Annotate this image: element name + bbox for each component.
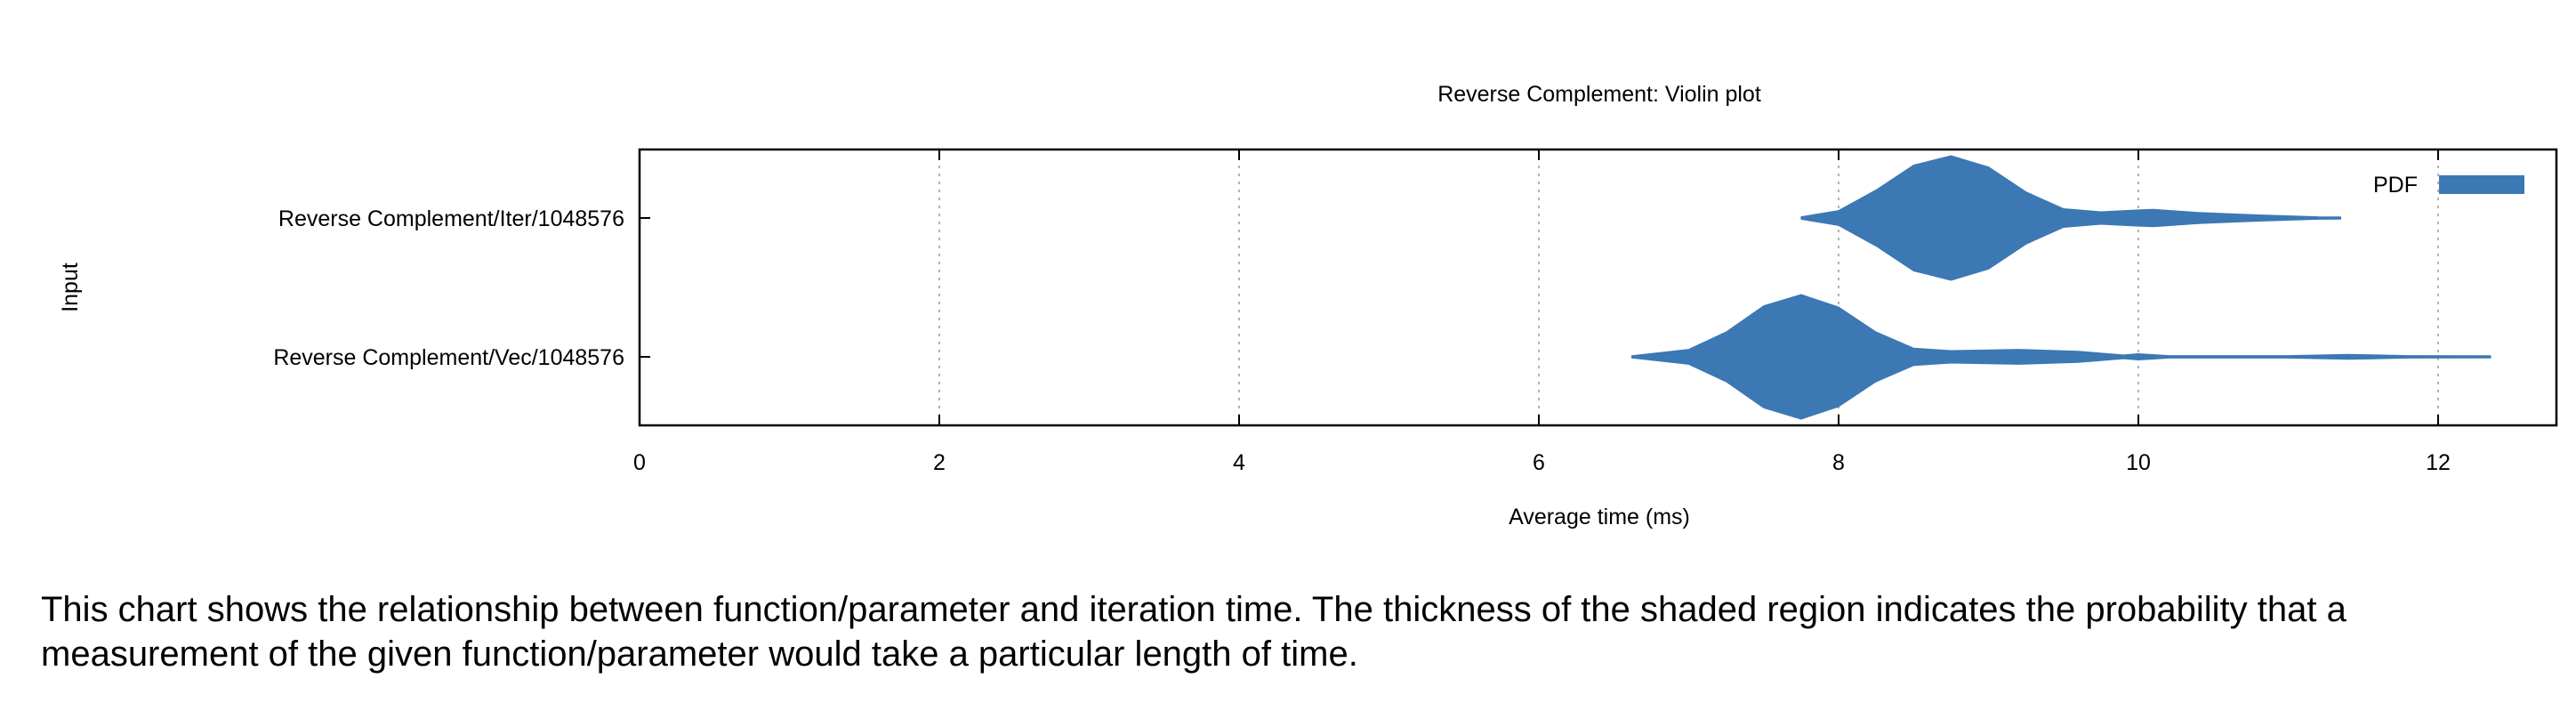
gridlines xyxy=(938,149,2439,425)
legend-label: PDF xyxy=(2373,173,2418,198)
x-axis-label: Average time (ms) xyxy=(1509,505,1690,529)
violins xyxy=(1631,155,2491,420)
y-axis-label: Input xyxy=(58,263,83,312)
axes: 0 2 4 6 8 10 12 Reverse Complement/Iter/1048576… xyxy=(273,149,2451,475)
violin-shape xyxy=(1800,155,2341,281)
x-tick-label: 10 xyxy=(2126,450,2151,475)
legend-swatch xyxy=(2439,175,2524,194)
chart-title: Reverse Complement: Violin plot xyxy=(1437,82,1761,107)
plot-frame xyxy=(638,148,2558,427)
x-tick-label: 12 xyxy=(2426,450,2451,475)
x-tick-label: 0 xyxy=(633,450,646,475)
legend: PDF xyxy=(2373,173,2524,198)
chart-caption: This chart shows the relationship betwee… xyxy=(41,590,2347,674)
y-category-label: Reverse Complement/Vec/1048576 xyxy=(273,345,624,370)
chart-svg: 0 2 4 6 8 10 12 Reverse Complement/Iter/1048576… xyxy=(58,82,2558,529)
x-tick-label: 4 xyxy=(1233,450,1245,475)
violin-chart: 0 2 4 6 8 10 12 Reverse Complement/Iter/1048576… xyxy=(58,82,2558,529)
x-tick-label: 2 xyxy=(933,450,946,475)
x-tick-label: 8 xyxy=(1832,450,1845,475)
x-tick-label: 6 xyxy=(1533,450,1545,475)
violin-shape xyxy=(1631,294,2491,420)
y-category-label: Reverse Complement/Iter/1048576 xyxy=(278,206,624,231)
